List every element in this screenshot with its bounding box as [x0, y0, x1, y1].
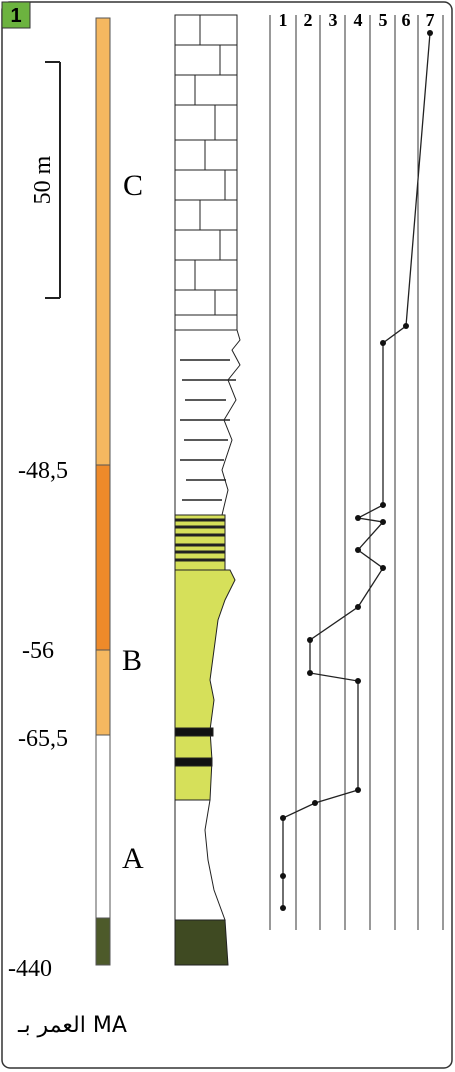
column-label: 1: [279, 10, 288, 30]
column-label: 4: [354, 10, 363, 30]
badge: 1: [10, 5, 21, 27]
stage-label: B: [122, 644, 142, 677]
age-unit: العمر بـ MA: [17, 1013, 127, 1038]
lithology: [174, 14, 241, 966]
column-lines: [269, 15, 444, 930]
column-label: 3: [329, 10, 338, 30]
age-label: -65,5: [18, 726, 68, 752]
age-bar: [95, 17, 111, 966]
scale-label: 50 m: [30, 155, 56, 204]
column-label: 6: [402, 10, 411, 30]
stage-label: A: [122, 842, 144, 875]
scale-bar: [45, 61, 61, 299]
curve-points: [280, 30, 433, 911]
age-label: -48,5: [18, 458, 68, 484]
column-label: 5: [379, 10, 388, 30]
age-label: -440: [8, 956, 52, 982]
stage-label: C: [123, 169, 143, 202]
column-label: 7: [426, 10, 435, 30]
age-label: -56: [22, 638, 54, 664]
column-label: 2: [304, 10, 313, 30]
badge-box: [1, 1, 31, 29]
